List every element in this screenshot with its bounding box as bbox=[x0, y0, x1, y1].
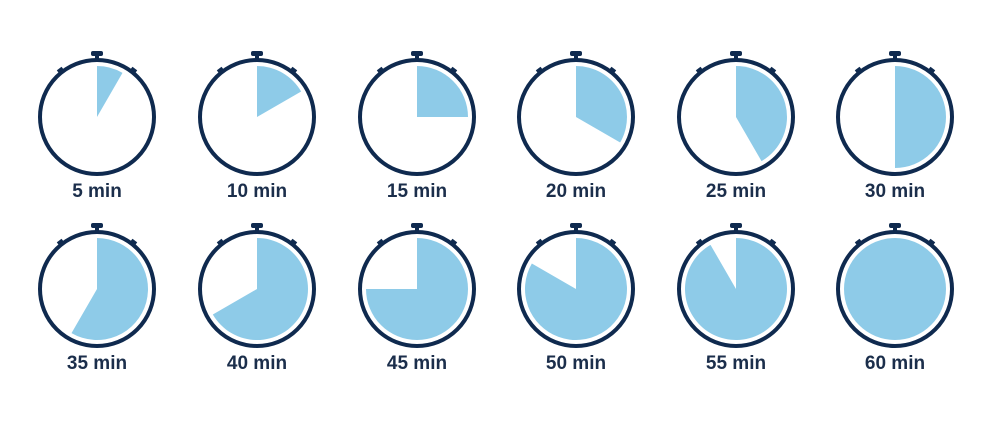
elapsed-sector bbox=[685, 238, 787, 340]
stopwatch-icon bbox=[517, 223, 635, 348]
timer-label: 40 min bbox=[226, 353, 288, 374]
stopwatch-crown bbox=[251, 51, 263, 56]
stopwatch-crown-stem bbox=[255, 55, 259, 60]
stopwatch-icon bbox=[836, 51, 954, 176]
stopwatch-crown bbox=[251, 223, 263, 228]
stopwatch-crown-stem bbox=[734, 55, 738, 60]
elapsed-sector bbox=[895, 66, 946, 168]
timer-label: 5 min bbox=[72, 181, 122, 202]
stopwatch-crown-stem bbox=[893, 227, 897, 232]
timer-label: 55 min bbox=[705, 353, 767, 374]
timer-label: 35 min bbox=[66, 353, 128, 374]
stopwatch-crown-stem bbox=[255, 227, 259, 232]
stopwatch-icon bbox=[198, 223, 316, 348]
stopwatch-crown bbox=[91, 223, 103, 228]
stopwatch-icon bbox=[358, 223, 476, 348]
stopwatch-crown-stem bbox=[415, 227, 419, 232]
stopwatch-crown bbox=[730, 223, 742, 228]
stopwatch-crown bbox=[730, 51, 742, 56]
stopwatch-icon bbox=[358, 51, 476, 176]
elapsed-sector bbox=[257, 66, 302, 117]
elapsed-sector bbox=[212, 238, 309, 340]
stopwatch-icon bbox=[198, 51, 316, 176]
stopwatch-crown bbox=[91, 51, 103, 56]
timer-label: 25 min bbox=[705, 181, 767, 202]
stopwatch-crown-stem bbox=[893, 55, 897, 60]
stopwatch-icon bbox=[38, 223, 156, 348]
stopwatch-crown bbox=[411, 51, 423, 56]
timer-label: 45 min bbox=[386, 353, 448, 374]
stopwatch-crown bbox=[570, 223, 582, 228]
elapsed-sector bbox=[97, 66, 123, 117]
elapsed-sector bbox=[576, 66, 628, 143]
stopwatch-crown-stem bbox=[95, 55, 99, 60]
stopwatch-crown-stem bbox=[574, 227, 578, 232]
stopwatch-icon bbox=[677, 223, 795, 348]
timer-label: 60 min bbox=[864, 353, 926, 374]
stopwatch-crown-stem bbox=[734, 227, 738, 232]
stopwatch-crown-stem bbox=[415, 55, 419, 60]
stopwatch-crown bbox=[889, 51, 901, 56]
timer-label: 20 min bbox=[545, 181, 607, 202]
elapsed-sector bbox=[525, 238, 627, 341]
timer-label: 30 min bbox=[864, 181, 926, 202]
stopwatch-crown-stem bbox=[574, 55, 578, 60]
elapsed-sector bbox=[736, 66, 787, 162]
stopwatch-crown bbox=[570, 51, 582, 56]
timer-label: 50 min bbox=[545, 353, 607, 374]
stopwatch-icon bbox=[836, 223, 954, 348]
elapsed-sector bbox=[417, 66, 468, 117]
elapsed-sector bbox=[71, 238, 148, 341]
stopwatch-icon bbox=[38, 51, 156, 176]
timer-label: 15 min bbox=[386, 181, 448, 202]
stopwatch-icon bbox=[517, 51, 635, 176]
stopwatch-icon bbox=[677, 51, 795, 176]
elapsed-sector bbox=[844, 238, 946, 340]
stopwatch-crown-stem bbox=[95, 227, 99, 232]
stopwatch-crown bbox=[889, 223, 901, 228]
elapsed-sector bbox=[366, 238, 468, 340]
timer-label: 10 min bbox=[226, 181, 288, 202]
stopwatch-crown bbox=[411, 223, 423, 228]
